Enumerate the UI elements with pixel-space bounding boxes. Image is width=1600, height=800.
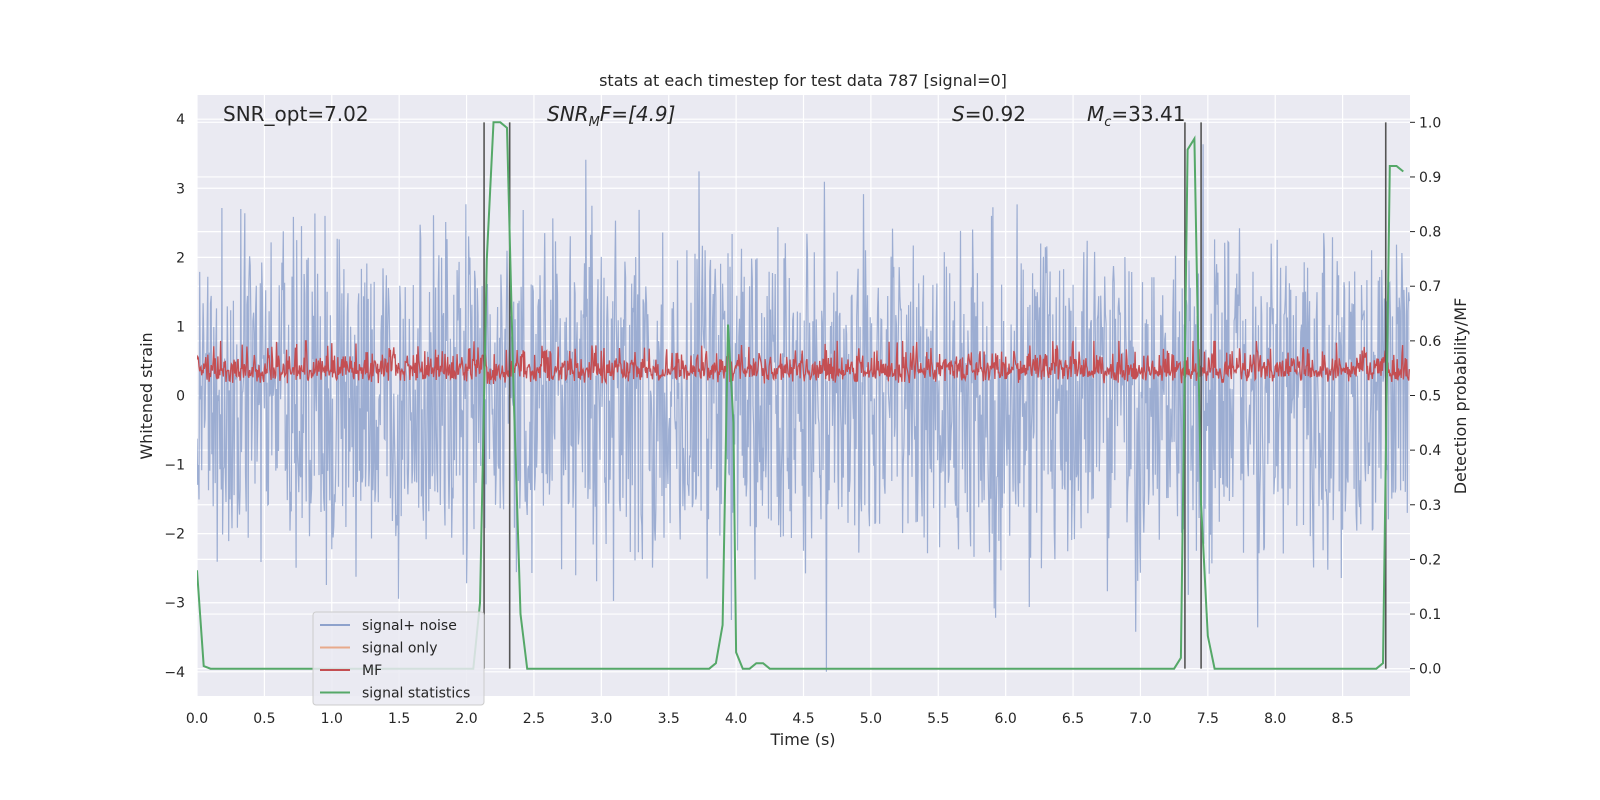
legend-label: signal+ noise [362,618,457,634]
x-tick-label: 5.5 [927,711,949,727]
y-tick-label-left: 4 [176,112,185,128]
y-tick-label-left: 1 [176,319,185,335]
x-tick-label: 8.0 [1264,711,1286,727]
x-tick-label: 7.0 [1129,711,1151,727]
x-tick-label: 4.5 [792,711,814,727]
mc-value: =33.41 [1111,102,1185,126]
chart-title: stats at each timestep for test data 787… [599,71,1007,90]
x-tick-label: 2.5 [523,711,545,727]
y-tick-label-right: 0.6 [1419,334,1441,350]
y-tick-label-right: 0.7 [1419,279,1441,295]
annotation-s: S=0.92 [952,102,1026,126]
mf-series [197,340,1410,385]
x-tick-label: 7.5 [1197,711,1219,727]
y-axis-left-label: Whitened strain [137,332,156,459]
y-tick-label-left: 0 [176,389,185,405]
x-tick-label: 6.0 [995,711,1017,727]
s-symbol: S [952,102,965,126]
y-tick-label-right: 0.3 [1419,498,1441,514]
s-value: =0.92 [965,102,1026,126]
x-tick-label: 3.0 [590,711,612,727]
signal-plus-noise-series [197,144,1410,672]
y-tick-label-right: 0.8 [1419,225,1441,241]
y-tick-label-left: 3 [176,181,185,197]
annotation-mc: Mc=33.41 [1087,102,1185,130]
legend: signal+ noise signal only MF signal statist… [312,611,485,706]
y-tick-label-left: 2 [176,250,185,266]
y-tick-label-right: 0.9 [1419,170,1441,186]
y-tick-label-right: 0.2 [1419,552,1441,568]
x-tick-label: 5.0 [860,711,882,727]
y-axis-left-ticks: 4 3 2 1 0 −1 −2 −3 −4 [164,112,185,681]
legend-label: MF [362,663,382,679]
snr-mf-base: SNR [547,102,589,126]
legend-label: signal only [362,641,437,657]
snr-mf-sub: M [589,115,600,130]
annotation-snr-mf: SNRMF=[4.9] [547,102,675,130]
y-tick-label-left: −1 [164,458,185,474]
x-axis-ticks: 0.0 0.5 1.0 1.5 2.0 2.5 3.0 3.5 4.0 4.5 5.0 5.5 6.0 6… [186,711,1354,727]
x-tick-label: 1.5 [388,711,410,727]
y-tick-label-left: −2 [164,527,185,543]
x-axis-label: Time (s) [769,730,835,749]
y-tick-label-left: −3 [164,596,185,612]
annotation-snr-opt: SNR_opt=7.02 [223,102,369,126]
y-tick-label-right: 1.0 [1419,115,1441,131]
x-tick-label: 4.0 [725,711,747,727]
x-tick-label: 3.5 [658,711,680,727]
x-tick-label: 6.5 [1062,711,1084,727]
snr-mf-rest: F=[4.9] [600,102,676,126]
y-tick-label-left: −4 [164,665,185,681]
y-axis-right-ticks: 1.0 0.9 0.8 0.7 0.6 0.5 0.4 0.3 0.2 0.1 0.0 [1410,115,1441,678]
x-tick-label: 0.0 [186,711,208,727]
mc-base: M [1087,102,1104,126]
x-tick-label: 8.5 [1331,711,1353,727]
y-tick-label-right: 0.0 [1419,662,1441,678]
x-tick-label: 2.0 [455,711,477,727]
y-tick-label-right: 0.1 [1419,607,1441,623]
y-axis-right-label: Detection probability/MF [1451,298,1470,495]
legend-label: signal statistics [362,686,470,702]
y-tick-label-right: 0.5 [1419,389,1441,405]
x-tick-label: 0.5 [253,711,275,727]
signal-statistics-series [197,121,1404,670]
x-tick-label: 1.0 [321,711,343,727]
mc-sub: c [1104,115,1111,130]
y-tick-label-right: 0.4 [1419,443,1441,459]
legend-box [312,611,485,706]
